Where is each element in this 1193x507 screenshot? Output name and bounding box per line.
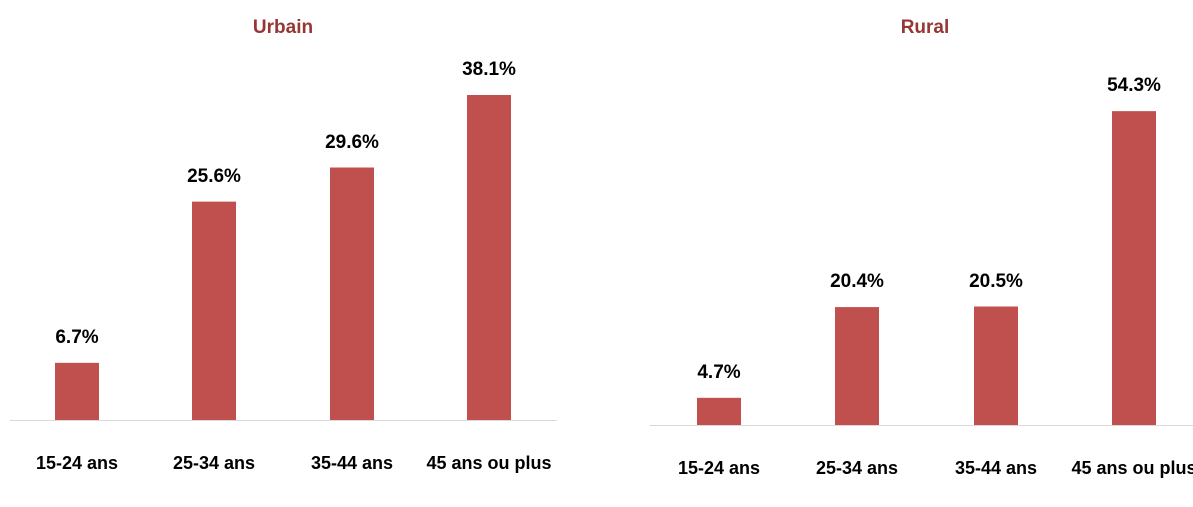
bar	[192, 201, 236, 420]
bar	[467, 95, 511, 420]
data-label: 29.6%	[325, 131, 379, 153]
chart-title: Rural	[900, 17, 950, 38]
x-tick-label: 15-24 ans	[35, 453, 119, 473]
x-tick-label: 35-44 ans	[310, 453, 394, 473]
bar	[330, 167, 374, 420]
bar	[55, 362, 99, 420]
x-tick-label: 35-44 ans	[954, 458, 1038, 478]
data-label: 38.1%	[462, 59, 516, 80]
bar	[835, 307, 879, 425]
x-tick-label: 45 ans ou plus	[426, 453, 552, 473]
data-label: 4.7%	[697, 361, 741, 383]
data-label: 54.3%	[1107, 75, 1161, 97]
x-tick-label: 15-24 ans	[677, 458, 761, 478]
bar	[697, 397, 741, 425]
bar	[974, 306, 1018, 425]
data-label: 6.7%	[55, 326, 99, 348]
x-tick-label: 25-34 ans	[172, 453, 256, 473]
data-label: 20.4%	[830, 271, 884, 293]
data-label: 20.5%	[969, 270, 1023, 292]
chart-title: Urbain	[252, 17, 314, 38]
x-tick-label: 25-34 ans	[815, 458, 899, 478]
x-tick-label: 45 ans ou plus	[1071, 458, 1193, 478]
data-label: 25.6%	[187, 165, 241, 187]
bar	[1112, 111, 1156, 426]
